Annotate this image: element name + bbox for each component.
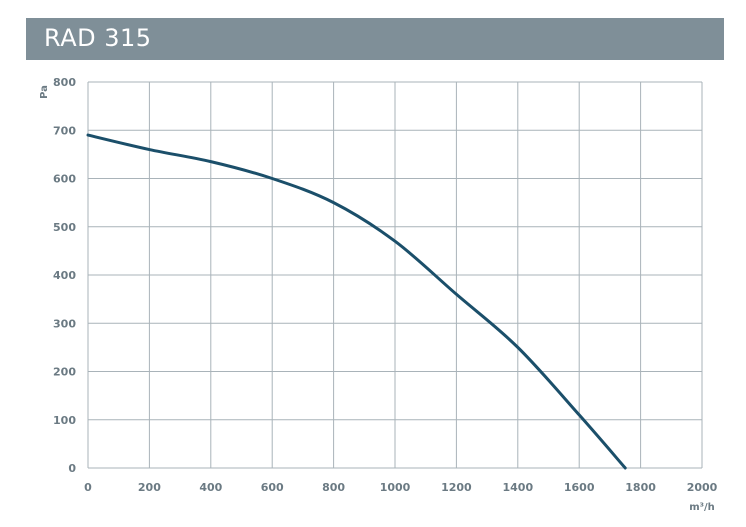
chart-title: RAD 315 — [44, 24, 152, 52]
x-tick-label: 1600 — [564, 481, 595, 494]
x-tick-label: 1000 — [380, 481, 411, 494]
chart-header-bar: RAD 315 — [26, 18, 724, 60]
x-tick-label: 600 — [261, 481, 284, 494]
x-tick-label: 2000 — [687, 481, 718, 494]
series-group — [86, 133, 627, 470]
x-tick-label: 0 — [84, 481, 92, 494]
y-tick-label: 700 — [53, 124, 76, 137]
y-tick-label: 600 — [53, 173, 76, 186]
y-tick-label: 100 — [53, 414, 76, 427]
x-tick-label: 1200 — [441, 481, 472, 494]
x-tick-label: 800 — [322, 481, 345, 494]
y-tick-label: 0 — [68, 462, 76, 475]
y-tick-label: 200 — [53, 366, 76, 379]
y-tick-label: 800 — [53, 76, 76, 89]
x-tick-label: 1800 — [625, 481, 656, 494]
x-axis-ticks: 0 200 400 600 800 1000 1200 1400 1600 1800 2000 — [84, 481, 717, 494]
fan-curve-line — [86, 133, 627, 470]
y-tick-label: 400 — [53, 269, 76, 282]
y-axis-label: Pa — [39, 85, 50, 99]
chart-grid — [87, 81, 703, 469]
y-tick-label: 300 — [53, 317, 76, 330]
x-tick-label: 1400 — [502, 481, 533, 494]
x-axis-label: m³/h — [689, 502, 715, 513]
x-tick-label: 200 — [138, 481, 161, 494]
x-tick-label: 400 — [199, 481, 222, 494]
y-axis-ticks: 0 100 200 300 400 500 600 700 800 — [53, 76, 76, 475]
y-tick-label: 500 — [53, 221, 76, 234]
